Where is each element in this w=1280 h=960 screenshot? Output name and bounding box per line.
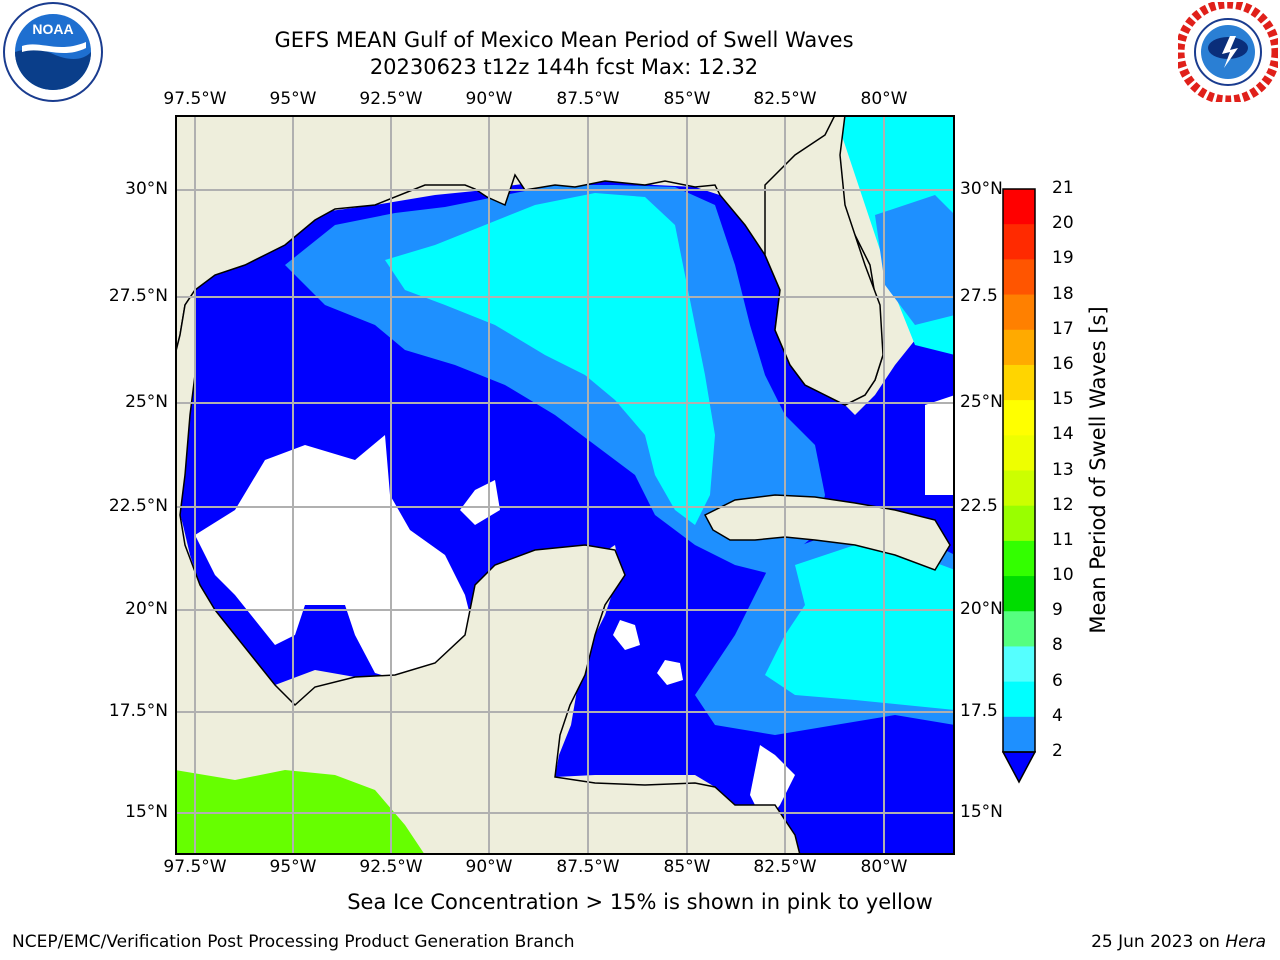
mexico-land xyxy=(175,287,801,855)
lat-tick-left: 15°N xyxy=(125,802,168,822)
colorbar-swatch xyxy=(1003,189,1035,225)
colorbar-swatch xyxy=(1003,646,1035,683)
colorbar-swatch xyxy=(1003,329,1035,366)
lon-tick-top: 82.5°W xyxy=(753,89,817,109)
chart-title: GEFS MEAN Gulf of Mexico Mean Period of … xyxy=(274,28,854,52)
lon-tick-bottom: 82.5°W xyxy=(753,857,817,877)
lon-tick-bottom: 92.5°W xyxy=(359,857,423,877)
lat-tick-right: 22.5 xyxy=(960,496,998,516)
cuba-land xyxy=(703,494,951,571)
ocean-6-8s-region xyxy=(385,193,715,525)
colorbar-label: Mean Period of Swell Waves [s] xyxy=(1086,306,1110,634)
footer-date: 25 Jun 2023 on Hera xyxy=(1091,932,1266,952)
lat-tick-right: 30°N xyxy=(960,179,1003,199)
lon-tick-top: 92.5°W xyxy=(359,89,423,109)
lat-tick-left: 30°N xyxy=(125,179,168,199)
lat-tick-right: 20°N xyxy=(960,599,1003,619)
colorbar-tick-label: 18 xyxy=(1052,283,1074,304)
lon-tick-top: 87.5°W xyxy=(556,89,620,109)
lon-tick-bottom: 87.5°W xyxy=(556,857,620,877)
footer-date-text: 25 Jun 2023 on xyxy=(1091,932,1226,952)
colorbar-swatch xyxy=(1003,364,1035,401)
colorbar-tick-label: 15 xyxy=(1052,389,1074,410)
lat-tick-right: 25°N xyxy=(960,392,1003,412)
colorbar-swatch xyxy=(1003,540,1035,577)
colorbar-swatch xyxy=(1003,294,1035,331)
colorbar-swatch xyxy=(1003,224,1035,260)
lat-tick-left: 27.5°N xyxy=(108,286,168,306)
sea-ice-caption-text: Sea Ice Concentration > 15% is shown in … xyxy=(347,890,933,914)
colorbar-tick-label: 21 xyxy=(1052,178,1074,198)
colorbar-frame xyxy=(1002,188,1036,753)
lat-tick-left: 20°N xyxy=(125,599,168,619)
colorbar-swatch xyxy=(1003,259,1035,296)
map-svg xyxy=(175,115,955,855)
map-panel xyxy=(175,115,955,859)
footer-host: Hera xyxy=(1225,932,1266,952)
footer-credit: NCEP/EMC/Verification Post Processing Pr… xyxy=(12,932,575,952)
colorbar-tick-label: 2 xyxy=(1052,741,1063,761)
noaa-logo: NOAA xyxy=(2,2,104,102)
lat-tick-right: 27.5 xyxy=(960,286,998,306)
lat-tick-right: 17.5 xyxy=(960,701,998,721)
colorbar-swatch xyxy=(1003,716,1035,753)
colorbar-tick-label: 9 xyxy=(1052,600,1063,621)
colorbar-tick-label: 17 xyxy=(1052,318,1074,339)
colorbar xyxy=(1001,188,1037,788)
colorbar-swatches xyxy=(1003,189,1035,753)
colorbar-swatch xyxy=(1003,505,1035,542)
colorbar-swatch xyxy=(1003,611,1035,647)
colorbar-extend-arrow xyxy=(1001,751,1037,784)
chart-subtitle: 20230623 t12z 144h fcst Max: 12.32 xyxy=(369,55,759,79)
colorbar-tick-label: 14 xyxy=(1052,424,1074,445)
lon-tick-bottom: 80°W xyxy=(860,857,908,877)
noaa-emblem-icon: NOAA xyxy=(3,2,103,102)
colorbar-tick-label: 12 xyxy=(1052,494,1074,515)
colorbar-swatch xyxy=(1003,435,1035,471)
lon-tick-bottom: 95°W xyxy=(269,857,317,877)
colorbar-tick-label: 8 xyxy=(1052,635,1063,656)
lat-tick-right: 15°N xyxy=(960,802,1003,822)
no-data-region xyxy=(195,435,475,685)
colorbar-tick-label: 10 xyxy=(1052,565,1074,586)
colorbar-tick-label: 6 xyxy=(1052,670,1063,691)
colorbar-tick-label: 11 xyxy=(1052,529,1074,550)
lon-tick-bottom: 97.5°W xyxy=(163,857,227,877)
sea-ice-caption: Sea Ice Concentration > 15% is shown in … xyxy=(0,890,1280,914)
lon-tick-top: 95°W xyxy=(269,89,317,109)
colorbar-tick-label: 13 xyxy=(1052,459,1074,480)
colorbar-swatch xyxy=(1003,576,1035,612)
colorbar-swatch xyxy=(1003,470,1035,507)
lon-tick-bottom: 90°W xyxy=(465,857,513,877)
lon-tick-bottom: 85°W xyxy=(663,857,711,877)
nws-logo xyxy=(1178,2,1278,102)
map-frame xyxy=(175,115,955,855)
colorbar-tick-label: 16 xyxy=(1052,353,1074,374)
lon-tick-top: 90°W xyxy=(465,89,513,109)
colorbar-swatch xyxy=(1003,681,1035,718)
florida-land xyxy=(764,115,884,406)
lon-tick-top: 85°W xyxy=(663,89,711,109)
graticule xyxy=(175,115,955,855)
noaa-logo-text: NOAA xyxy=(32,21,73,37)
colorbar-tick-label: 19 xyxy=(1052,248,1074,269)
lon-tick-top: 97.5°W xyxy=(163,89,227,109)
colorbar-tick-label: 4 xyxy=(1052,705,1063,726)
lat-tick-left: 17.5°N xyxy=(108,701,168,721)
lat-tick-left: 22.5°N xyxy=(108,496,168,516)
colorbar-swatch xyxy=(1003,400,1035,436)
colorbar-svg xyxy=(1001,188,1037,784)
lat-tick-left: 25°N xyxy=(125,392,168,412)
lon-tick-top: 80°W xyxy=(860,89,908,109)
nws-emblem-icon xyxy=(1178,2,1278,102)
colorbar-tick-label: 20 xyxy=(1052,213,1074,234)
